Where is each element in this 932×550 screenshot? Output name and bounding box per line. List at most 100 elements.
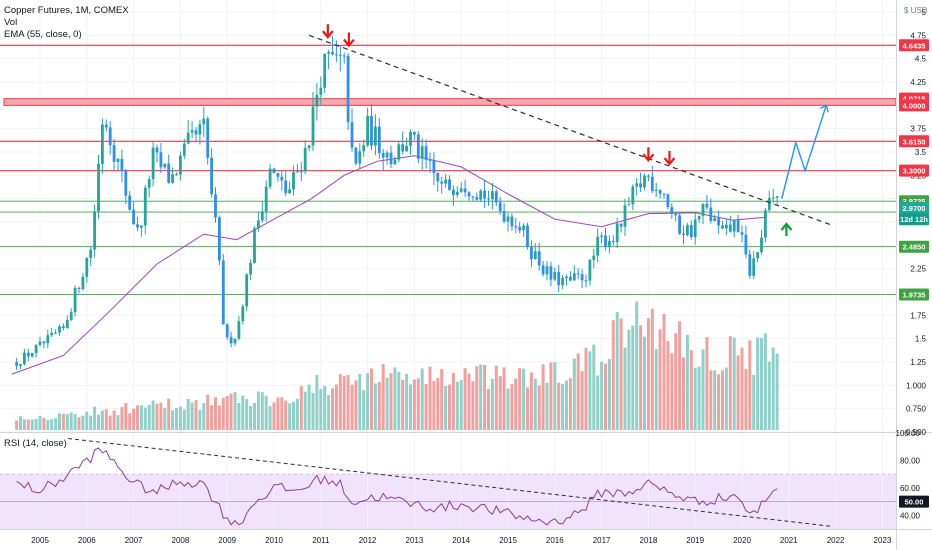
candle-body: [459, 188, 463, 192]
volume-bar: [631, 325, 635, 430]
candle-body: [342, 55, 346, 57]
candle-body: [471, 196, 475, 198]
candle-body: [721, 225, 724, 229]
candle-body: [179, 155, 182, 175]
volume-bar: [42, 417, 46, 430]
volume-bar: [576, 353, 580, 430]
volume-bar: [334, 384, 338, 430]
candle-body: [151, 147, 155, 180]
level-badge: 1.9735: [903, 290, 926, 299]
ema-line-layer: [11, 155, 766, 375]
volume-bar: [225, 396, 229, 430]
volume-bar: [467, 373, 471, 430]
candle-body: [323, 53, 327, 88]
projection: [781, 104, 829, 199]
volume-bar: [178, 406, 182, 430]
volume-bar: [93, 406, 97, 430]
volume-bar: [646, 318, 650, 430]
volume-bar: [237, 402, 241, 430]
candle-body: [502, 211, 506, 222]
candle-body: [190, 130, 194, 133]
candle-body: [233, 338, 237, 344]
volume-bar: [600, 361, 604, 430]
volume-bar: [627, 329, 631, 430]
price-tick-label: 3.5: [915, 148, 927, 157]
candle-body: [338, 54, 342, 56]
candle-body: [260, 211, 264, 221]
volume-bar: [689, 350, 693, 430]
ema-label[interactable]: EMA (55, close, 0): [4, 29, 82, 40]
candle-body: [537, 251, 541, 266]
candle-body: [108, 127, 112, 146]
candle-body: [253, 228, 256, 263]
candle-body: [643, 175, 646, 188]
candle-body: [401, 144, 405, 152]
volume-bar: [34, 418, 38, 430]
volume-bar: [311, 392, 315, 430]
volume-bar: [214, 397, 217, 430]
rsi-badge: 50.00: [905, 498, 924, 507]
volume-bar: [514, 378, 518, 430]
candle-body: [182, 143, 186, 156]
candle-body: [346, 55, 350, 123]
time-tick-label: 2016: [546, 536, 564, 545]
volume-bar: [331, 388, 334, 430]
candle-body: [358, 151, 362, 164]
volume-bar: [666, 341, 670, 430]
volume-bar: [709, 370, 713, 430]
volume-bar: [549, 362, 553, 430]
time-tick-label: 2017: [593, 536, 611, 545]
price-badge: 2.9700: [903, 204, 926, 213]
candle-body: [186, 132, 190, 144]
candle-body: [413, 131, 416, 135]
candle-body: [584, 280, 588, 282]
arrow-head: [343, 38, 355, 48]
volume-label[interactable]: Vol: [4, 17, 17, 28]
volume-bar: [736, 355, 740, 430]
arrow-markers: [321, 24, 793, 236]
candle-body: [296, 171, 299, 173]
volume-bar: [54, 418, 58, 430]
currency-label: $ USD: [904, 6, 928, 15]
candle-body: [611, 241, 615, 243]
symbol-title[interactable]: Copper Futures, 1M, COMEX: [4, 5, 129, 16]
candle-body: [206, 118, 210, 158]
candle-body: [428, 160, 432, 162]
candle-body: [276, 173, 280, 177]
level-badge-bg: [899, 135, 929, 148]
candle-body: [81, 276, 85, 289]
candle-body: [561, 278, 564, 286]
arrow-head: [780, 222, 793, 231]
candle-body: [198, 124, 202, 135]
volume-bar: [303, 391, 307, 430]
volume-bar: [124, 403, 128, 430]
volume-bar: [307, 384, 311, 430]
candle-body: [553, 272, 557, 280]
volume-bar: [299, 386, 303, 430]
volume-bar: [643, 336, 646, 430]
time-axis[interactable]: 2005 2006 2007 2008 2009 2010 2011 2012 2013 2014…: [31, 536, 892, 545]
candle-body: [38, 341, 42, 345]
volume-bar: [533, 378, 537, 430]
candle-body: [171, 174, 174, 183]
candle-body: [50, 332, 54, 336]
volume-bar: [479, 364, 483, 430]
volume-bar: [662, 313, 666, 430]
volume-bar: [584, 347, 588, 430]
rsi-label[interactable]: RSI (14, close): [4, 438, 67, 449]
rsi-badge-bg: [899, 495, 929, 508]
rsi-axis[interactable]: 100.00 80.00 60.00 40.00: [896, 429, 921, 520]
candle-body: [167, 163, 171, 183]
volume-bar: [580, 371, 584, 430]
candle-body: [19, 364, 22, 366]
candle-body: [619, 223, 623, 227]
candle-body: [34, 344, 38, 354]
volume-bar: [116, 415, 120, 430]
time-tick-label: 2014: [452, 536, 470, 545]
volume-bar: [436, 377, 440, 430]
volume-bar: [85, 411, 89, 430]
candle-body: [245, 274, 249, 307]
volume-bar: [494, 365, 498, 430]
candle-body: [62, 326, 65, 329]
